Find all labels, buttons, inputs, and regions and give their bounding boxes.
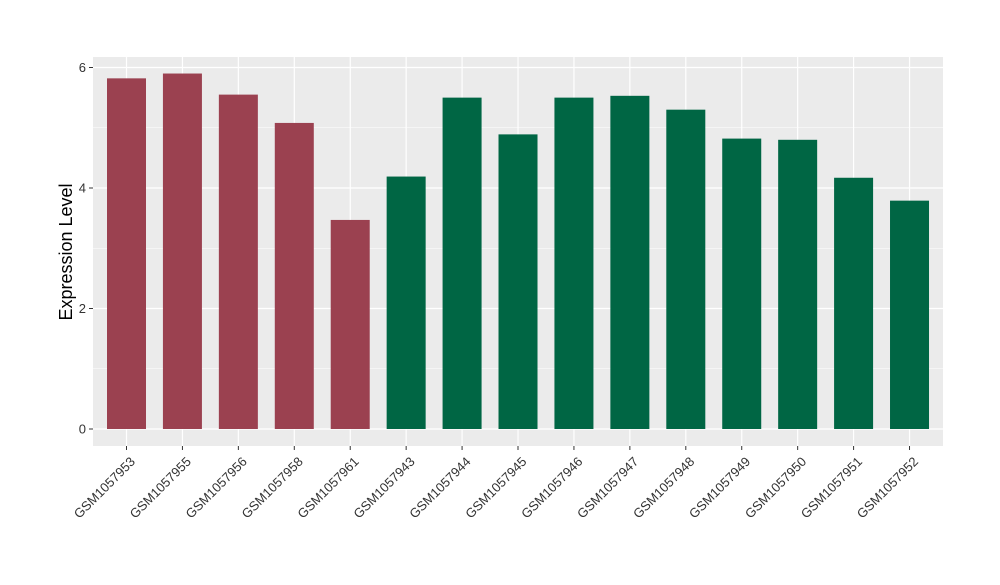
bar-GSM1057958 — [274, 122, 314, 430]
bar-GSM1057946 — [554, 97, 594, 429]
y-tick-label: 0 — [79, 422, 86, 437]
bar-GSM1057945 — [498, 134, 538, 429]
bar-GSM1057956 — [218, 94, 258, 430]
y-tick-label: 4 — [79, 181, 86, 196]
bar-GSM1057951 — [834, 177, 874, 429]
bar-GSM1057955 — [162, 73, 202, 430]
bar-GSM1057952 — [890, 200, 930, 429]
x-axis: GSM1057953GSM1057955GSM1057956GSM1057958… — [71, 446, 921, 521]
y-axis: 0 2 4 6 — [79, 60, 93, 437]
y-tick-label: 6 — [79, 60, 86, 75]
bar-GSM1057953 — [107, 78, 146, 429]
bar-GSM1057950 — [778, 139, 818, 430]
bars — [107, 73, 930, 430]
y-tick-label: 2 — [79, 301, 86, 316]
bar-GSM1057948 — [666, 109, 706, 430]
bar-GSM1057949 — [722, 138, 762, 429]
bar-GSM1057944 — [442, 97, 482, 429]
y-axis-title: Expression Level — [56, 183, 76, 320]
bar-GSM1057943 — [386, 176, 426, 429]
bar-GSM1057961 — [330, 219, 370, 429]
bar-GSM1057947 — [610, 95, 650, 429]
